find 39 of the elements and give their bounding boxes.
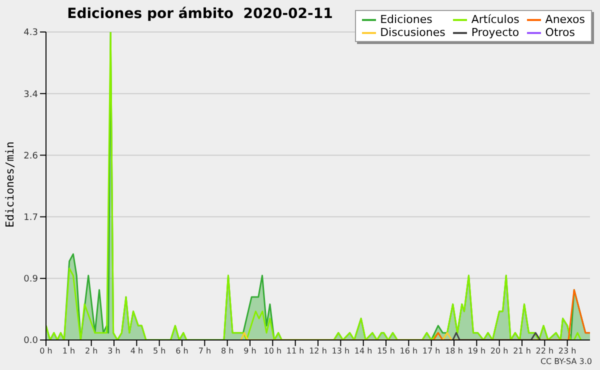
- y-axis-title: Ediciones/min: [4, 140, 16, 230]
- x-tick-label: 15 h: [377, 346, 395, 356]
- x-tick-label: 2 h: [84, 346, 98, 356]
- y-tick-label: 0.0: [24, 336, 38, 346]
- x-tick-label: 23 h: [558, 346, 576, 356]
- x-tick-label: 0 h: [40, 346, 52, 356]
- y-tick-label: 1.7: [24, 212, 38, 223]
- legend-label: Discusiones: [380, 26, 446, 39]
- x-tick-label: 13 h: [332, 346, 350, 356]
- x-tick-label: 5 h: [152, 346, 166, 356]
- x-tick-label: 6 h: [176, 346, 188, 356]
- x-tick-label: 10 h: [264, 346, 282, 356]
- chart-title: Ediciones por ámbito 2020-02-11: [67, 6, 333, 22]
- x-tick-label: 16 h: [400, 346, 418, 356]
- legend-label: Artículos: [471, 13, 520, 26]
- y-tick-label: 3.4: [24, 90, 38, 100]
- x-tick-label: 17 h: [422, 346, 440, 356]
- x-tick-label: 3 h: [108, 346, 120, 356]
- x-tick-label: 7 h: [198, 346, 212, 356]
- x-tick-label: 22 h: [536, 346, 554, 356]
- text: CC BY-SA 3.0: [540, 357, 592, 366]
- x-tick-label: 1 h: [62, 346, 76, 356]
- x-tick-label: 20 h: [490, 346, 508, 356]
- y-tick-label: 4.3: [24, 28, 38, 38]
- y-tick-label: 2.6: [24, 151, 38, 162]
- legend-label: Ediciones: [380, 13, 432, 26]
- x-tick-label: 8 h: [220, 346, 234, 356]
- x-tick-label: 11 h: [286, 346, 304, 356]
- x-tick-label: 12 h: [309, 346, 327, 356]
- y-tick-label: 0.9: [24, 274, 38, 285]
- legend-label: Proyecto: [471, 26, 520, 39]
- legend-label: Anexos: [545, 13, 585, 26]
- x-tick-label: 14 h: [354, 346, 372, 356]
- x-tick-label: 4 h: [130, 346, 144, 356]
- x-tick-label: 21 h: [513, 346, 531, 356]
- x-tick-label: 18 h: [445, 346, 463, 356]
- x-tick-label: 19 h: [468, 346, 486, 356]
- x-tick-label: 9 h: [244, 346, 256, 356]
- legend-label: Otros: [545, 26, 576, 39]
